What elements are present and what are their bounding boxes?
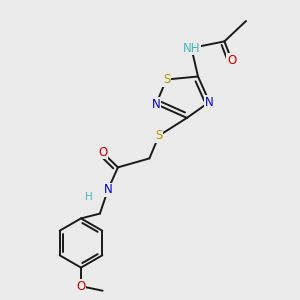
Text: S: S xyxy=(163,73,170,86)
Text: O: O xyxy=(76,280,85,293)
Text: N: N xyxy=(205,95,214,109)
Text: N: N xyxy=(152,98,160,111)
Text: NH: NH xyxy=(183,41,200,55)
Text: S: S xyxy=(155,129,163,142)
Text: H: H xyxy=(85,191,92,202)
Text: O: O xyxy=(227,53,236,67)
Text: N: N xyxy=(103,183,112,196)
Text: O: O xyxy=(98,146,107,159)
